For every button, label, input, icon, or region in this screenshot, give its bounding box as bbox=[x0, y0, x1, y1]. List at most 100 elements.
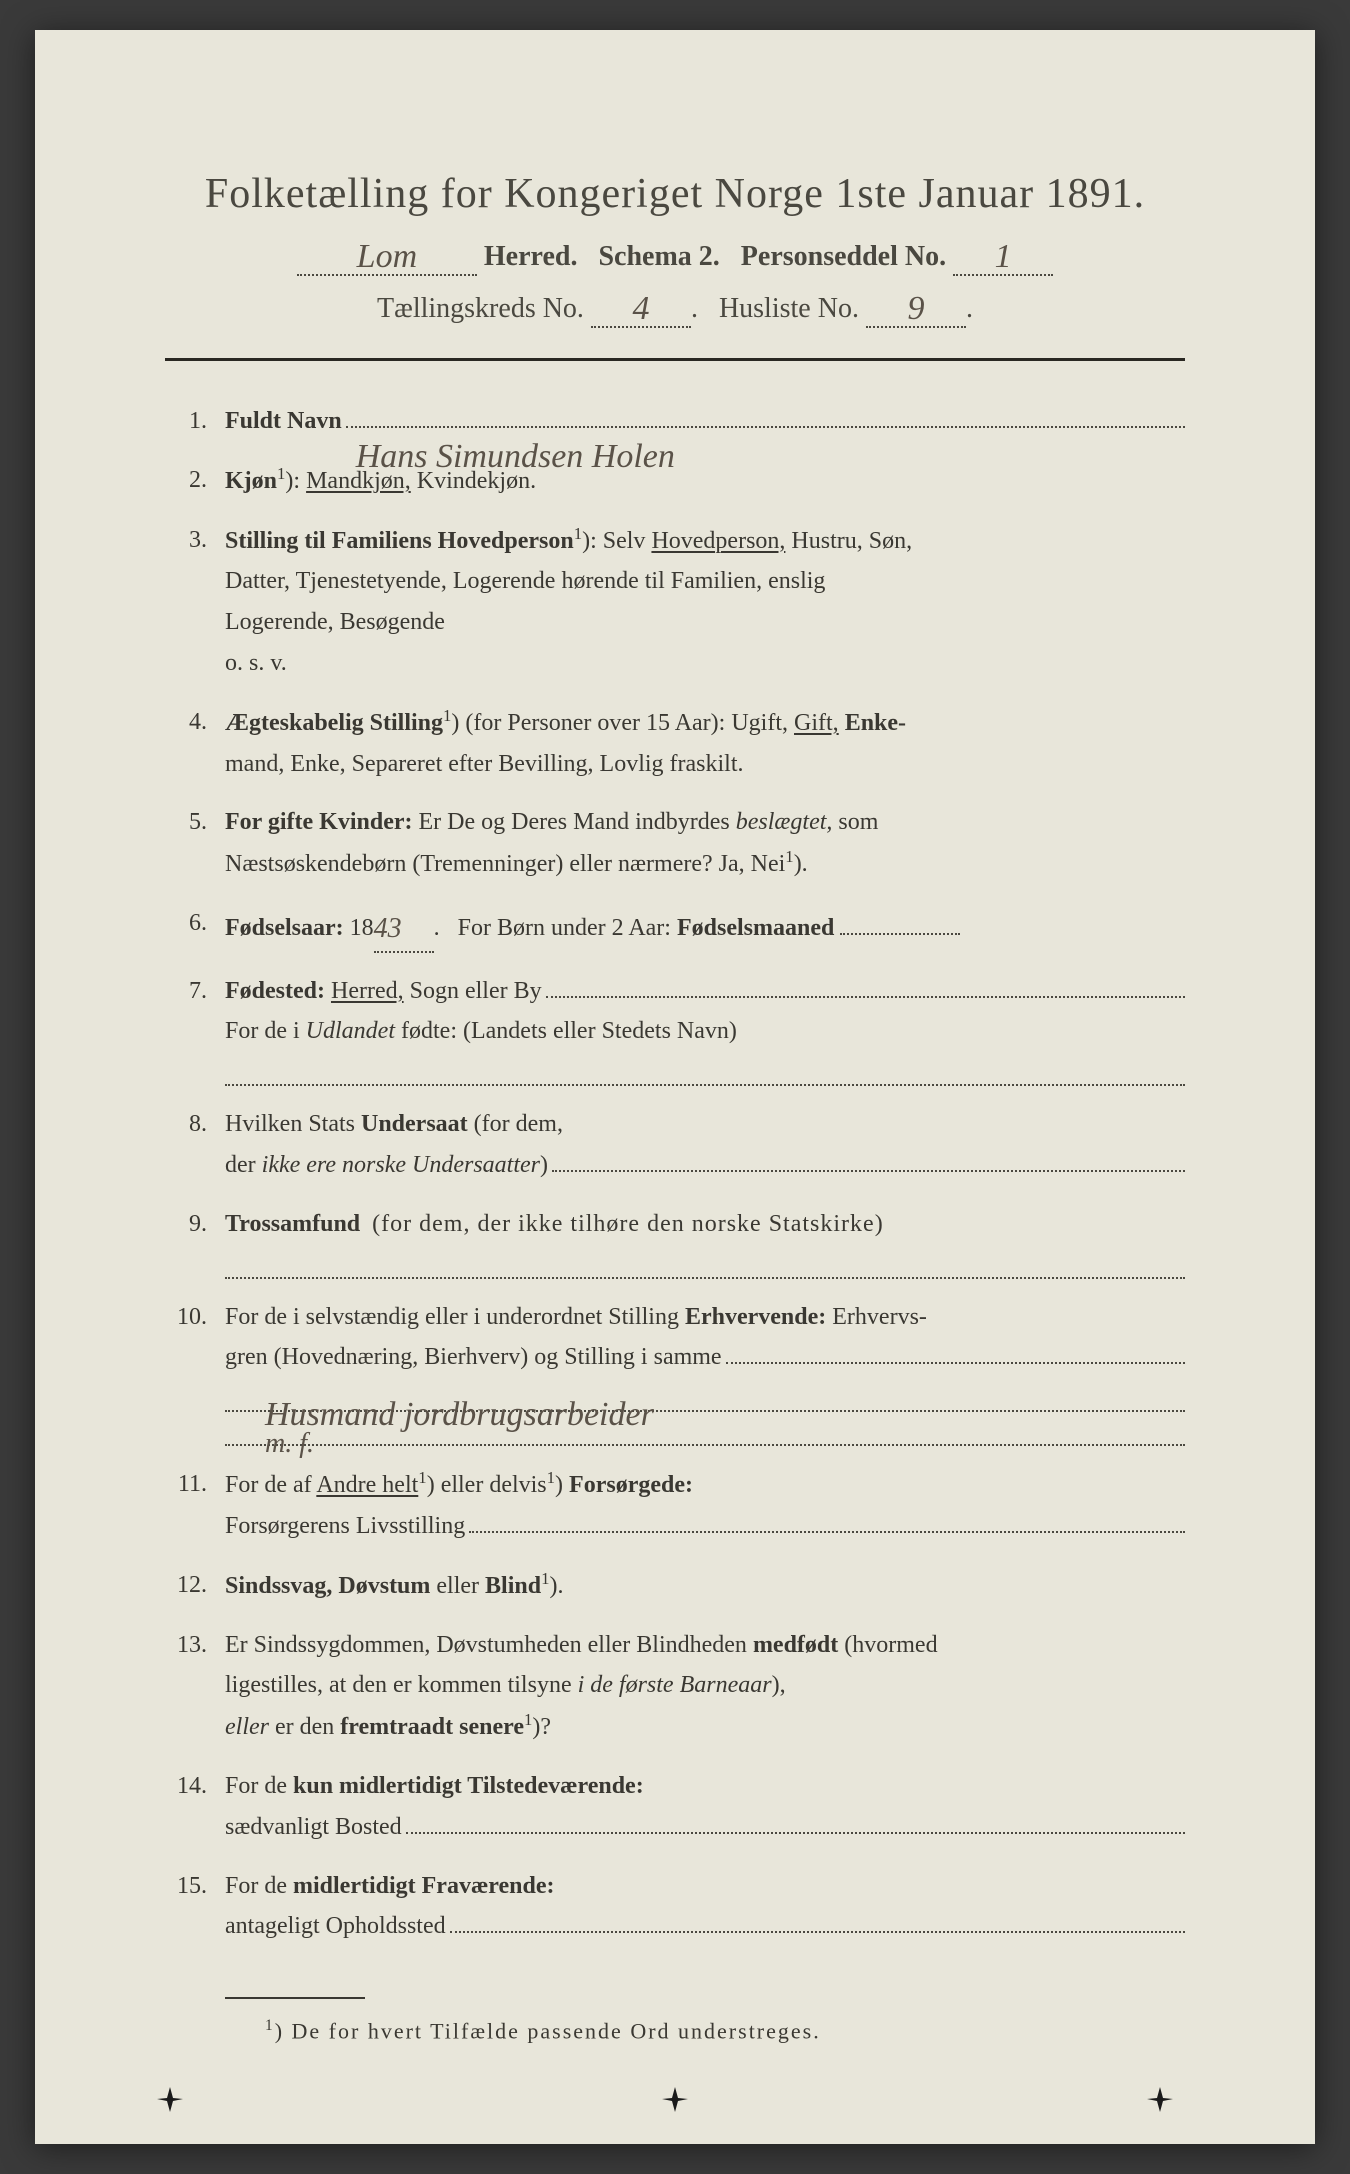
footnote-rule bbox=[225, 1997, 365, 1999]
text: fremtraadt senere bbox=[340, 1714, 524, 1740]
footnote-sup: 1 bbox=[265, 2017, 275, 2034]
herred-handwritten: Lom bbox=[357, 238, 417, 275]
text: o. s. v. bbox=[225, 643, 1185, 684]
text: kun midlertidigt Tilstedeværende: bbox=[293, 1773, 644, 1799]
item-num: 10. bbox=[165, 1297, 225, 1447]
sup: 1 bbox=[443, 706, 451, 725]
text: Hustru, Søn, bbox=[791, 528, 912, 554]
item-body: Ægteskabelig Stilling1) (for Personer ov… bbox=[225, 702, 1185, 785]
occupation-hand-1: Husmand jordbrugsarbeider bbox=[265, 1386, 654, 1414]
sup: 1 bbox=[547, 1468, 555, 1487]
item-10: 10. For de i selvstændig eller i underor… bbox=[165, 1297, 1185, 1447]
text: Næstsøskendebørn (Tremenninger) eller næ… bbox=[225, 851, 785, 877]
sup: 1 bbox=[418, 1468, 426, 1487]
year-prefix: 18 bbox=[350, 915, 374, 941]
item-body: Sindssvag, Døvstum eller Blind1). bbox=[225, 1565, 1185, 1607]
item-body: For de midlertidigt Fraværende: antageli… bbox=[225, 1866, 1185, 1948]
item-3: 3. Stilling til Familiens Hovedperson1):… bbox=[165, 520, 1185, 684]
item-label: Fødselsaar: bbox=[225, 915, 344, 941]
item-label: Trossamfund bbox=[225, 1211, 360, 1237]
text: Hvilken Stats bbox=[225, 1111, 355, 1137]
likely-residence-field bbox=[450, 1931, 1185, 1933]
text: midlertidigt Fraværende: bbox=[293, 1873, 555, 1899]
item-body: For de i selvstændig eller i underordnet… bbox=[225, 1297, 1185, 1447]
text: der bbox=[225, 1152, 256, 1178]
text: ). bbox=[794, 851, 808, 877]
text: Enke- bbox=[845, 710, 906, 736]
item-num: 2. bbox=[165, 460, 225, 502]
month-field bbox=[840, 933, 960, 935]
item-6: 6. Fødselsaar: 1843. For Børn under 2 Aa… bbox=[165, 903, 1185, 953]
religion-field bbox=[225, 1251, 1185, 1279]
item-body: Stilling til Familiens Hovedperson1): Se… bbox=[225, 520, 1185, 684]
text: som bbox=[838, 809, 878, 835]
item-7: 7. Fødested: Herred, Sogn eller By For d… bbox=[165, 971, 1185, 1087]
item-body: For gifte Kvinder: Er De og Deres Mand i… bbox=[225, 802, 1185, 885]
text: (for dem, der ikke tilhøre den norske St… bbox=[372, 1211, 884, 1237]
birthplace-field bbox=[546, 996, 1185, 998]
item-body: Fødested: Herred, Sogn eller By For de i… bbox=[225, 971, 1185, 1087]
kreds-label: Tællingskreds No. bbox=[377, 293, 584, 324]
item-label: Sindssvag, Døvstum bbox=[225, 1573, 430, 1599]
item-label: For gifte Kvinder: bbox=[225, 809, 413, 835]
occupation-field-3: m. f. bbox=[225, 1418, 1185, 1446]
text: eller bbox=[225, 1714, 269, 1740]
text: er den bbox=[275, 1714, 334, 1740]
item-4: 4. Ægteskabelig Stilling1) (for Personer… bbox=[165, 702, 1185, 785]
binding-hole-icon bbox=[155, 2084, 185, 2114]
text: Sogn eller By bbox=[410, 978, 542, 1004]
sup: 1 bbox=[277, 464, 285, 483]
kreds-no-field: 4 bbox=[591, 288, 691, 328]
name-field: Hans Simundsen Holen bbox=[346, 426, 1185, 428]
item-12: 12. Sindssvag, Døvstum eller Blind1). bbox=[165, 1565, 1185, 1607]
text: For Børn under 2 Aar: bbox=[458, 915, 671, 941]
opt-gift: Gift, bbox=[794, 710, 839, 736]
text: Datter, Tjenestetyende, Logerende hørend… bbox=[225, 561, 1185, 602]
opt-herred: Herred, bbox=[331, 978, 404, 1004]
item-14: 14. For de kun midlertidigt Tilstedevære… bbox=[165, 1766, 1185, 1848]
foreign-birthplace-field bbox=[225, 1058, 1185, 1086]
item-body: Hvilken Stats Undersaat (for dem, der ik… bbox=[225, 1104, 1185, 1186]
text: fødte: (Landets eller Stedets Navn) bbox=[401, 1018, 737, 1044]
item-num: 1. bbox=[165, 401, 225, 442]
item-num: 4. bbox=[165, 702, 225, 785]
item-1: 1. Fuldt Navn Hans Simundsen Holen bbox=[165, 401, 1185, 442]
binding-hole-icon bbox=[1145, 2084, 1175, 2114]
year-field: 43 bbox=[374, 903, 434, 953]
text: For de bbox=[225, 1773, 287, 1799]
item-num: 7. bbox=[165, 971, 225, 1087]
text: (for Personer over 15 Aar): bbox=[465, 710, 725, 736]
text: (hvormed bbox=[844, 1632, 937, 1658]
text: sædvanligt Bosted bbox=[225, 1807, 402, 1848]
text: eller delvis bbox=[441, 1472, 547, 1498]
item-label: Fuldt Navn bbox=[225, 408, 342, 434]
husliste-label: Husliste No. bbox=[719, 293, 859, 324]
census-form-page: Folketælling for Kongeriget Norge 1ste J… bbox=[35, 30, 1315, 2144]
herred-field: Lom bbox=[297, 236, 477, 276]
opt-hovedperson: Hovedperson, bbox=[651, 528, 785, 554]
text: medfødt bbox=[753, 1632, 838, 1658]
item-num: 12. bbox=[165, 1565, 225, 1607]
item-body: Er Sindssygdommen, Døvstumheden eller Bl… bbox=[225, 1625, 1185, 1748]
binding-hole-icon bbox=[660, 2084, 690, 2114]
item-11: 11. For de af Andre helt1) eller delvis1… bbox=[165, 1464, 1185, 1547]
name-handwritten: Hans Simundsen Holen bbox=[356, 428, 675, 430]
item-num: 11. bbox=[165, 1464, 225, 1547]
item-label: Kjøn bbox=[225, 468, 277, 494]
text: Forsørgede: bbox=[569, 1472, 693, 1498]
text: i de første Barneaar bbox=[578, 1672, 772, 1698]
subtitle-row-2: Tællingskreds No. 4. Husliste No. 9. bbox=[165, 288, 1185, 328]
text: ikke ere norske Undersaatter bbox=[262, 1152, 540, 1178]
text: For de i bbox=[225, 1018, 300, 1044]
form-items: 1. Fuldt Navn Hans Simundsen Holen 2. Kj… bbox=[165, 401, 1185, 1947]
item-2: 2. Kjøn1): Mandkjøn, Kvindekjøn. bbox=[165, 460, 1185, 502]
main-title: Folketælling for Kongeriget Norge 1ste J… bbox=[165, 170, 1185, 218]
husliste-no-hand: 9 bbox=[907, 290, 924, 327]
item-num: 13. bbox=[165, 1625, 225, 1748]
occupation-field-1 bbox=[726, 1362, 1185, 1364]
provider-field bbox=[469, 1531, 1185, 1533]
form-header: Folketælling for Kongeriget Norge 1ste J… bbox=[165, 170, 1185, 328]
citizenship-field bbox=[552, 1170, 1185, 1172]
item-8: 8. Hvilken Stats Undersaat (for dem, der… bbox=[165, 1104, 1185, 1186]
text: For de af bbox=[225, 1472, 312, 1498]
